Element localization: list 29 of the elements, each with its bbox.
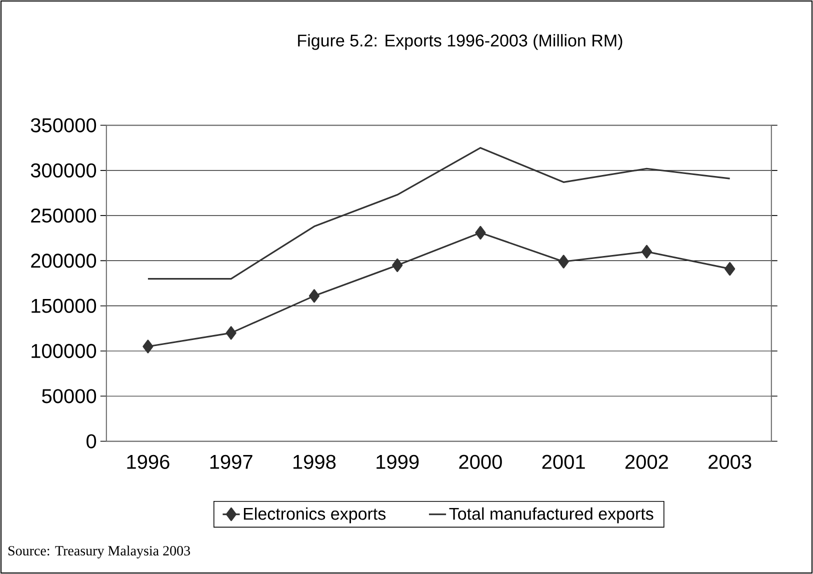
x-tick-label: 1999 bbox=[376, 454, 419, 469]
point bbox=[308, 289, 320, 303]
x-tick-label: 1998 bbox=[293, 454, 336, 469]
x-tick-label: 2003 bbox=[708, 454, 752, 469]
x-tick-label: 2001 bbox=[542, 454, 585, 469]
point bbox=[475, 226, 486, 240]
legend-label: Total manufactured exports bbox=[449, 507, 654, 524]
point bbox=[641, 244, 652, 258]
point bbox=[724, 262, 736, 276]
y-tick-label: 150000 bbox=[32, 298, 96, 313]
point bbox=[558, 254, 569, 268]
point bbox=[392, 258, 403, 272]
legend-label: Electronics exports bbox=[244, 507, 386, 524]
source-note: Source: Treasury Malaysia 2003 bbox=[8, 546, 190, 558]
y-tick-label: 50000 bbox=[42, 389, 96, 404]
x-tick-label: 1997 bbox=[210, 454, 252, 469]
point bbox=[142, 340, 154, 354]
y-tick-label: 250000 bbox=[31, 208, 96, 223]
y-tick-label: 350000 bbox=[30, 118, 96, 132]
y-tick-label: 0 bbox=[86, 434, 96, 448]
point bbox=[226, 326, 236, 340]
y-tick-label: 200000 bbox=[31, 254, 96, 268]
x-tick-label: 1996 bbox=[127, 454, 170, 469]
chart-title: Figure 5.2: Exports 1996-2003 (Million RM) bbox=[298, 34, 622, 50]
y-tick-label: 300000 bbox=[30, 163, 96, 178]
line-series bbox=[147, 147, 731, 280]
x-tick-label: 2000 bbox=[459, 454, 502, 469]
y-tick-label: 100000 bbox=[32, 344, 96, 358]
x-tick-label: 2002 bbox=[625, 454, 668, 469]
